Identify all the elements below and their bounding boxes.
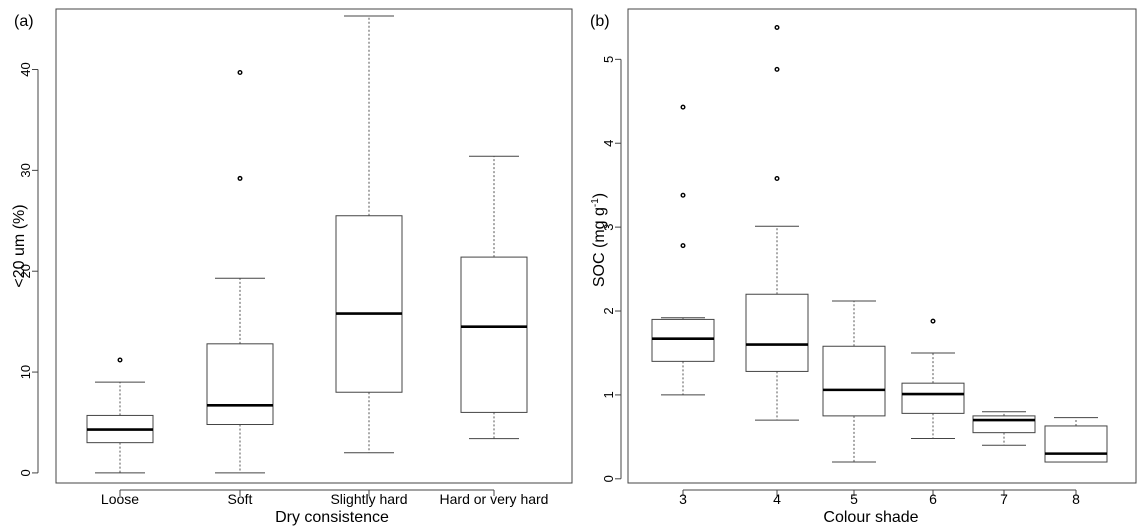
iqr-box — [972, 415, 1036, 434]
iqr-box — [651, 318, 715, 362]
panel-b-y-axis: 0 1 2 3 4 5 — [601, 56, 622, 482]
panel-b-box-2 — [822, 300, 886, 463]
outlier-point — [774, 66, 780, 72]
panel-a-y-tick-label: 0 — [18, 469, 33, 476]
outlier-point — [680, 192, 686, 198]
panel-a-y-tick-label: 30 — [18, 163, 33, 177]
panel-b-y-axis-title: SOC (mg g-1) — [590, 193, 608, 287]
outlier-point — [237, 70, 243, 76]
panel-b-x-tick-label: 4 — [773, 491, 781, 507]
panel-a-x-tick-label: Loose — [101, 491, 139, 507]
outlier-point — [930, 318, 936, 324]
outlier-point — [680, 104, 686, 110]
outlier-point — [774, 24, 780, 30]
iqr-box — [822, 345, 886, 417]
panel-a-x-tick-label: Hard or very hard — [440, 491, 549, 507]
panel-b-box-4 — [972, 411, 1036, 446]
panel-a-label: (a) — [14, 13, 34, 30]
panel-a-y-tick-label: 20 — [18, 264, 33, 278]
panel-a-y-tick-label: 40 — [18, 62, 33, 76]
panel-a-box-3 — [460, 155, 528, 440]
iqr-box — [1044, 425, 1108, 463]
panel-b-y-tick-label: 3 — [601, 224, 616, 231]
iqr-box — [745, 293, 809, 372]
iqr-box — [206, 343, 274, 426]
panel-a-y-tick-label: 10 — [18, 365, 33, 379]
panel-a-x-tick-label: Soft — [228, 491, 253, 507]
panel-b-y-axis-title-end: ) — [591, 193, 608, 198]
outlier-point — [237, 175, 243, 181]
panel-b-y-tick-label: 4 — [601, 140, 616, 147]
panel-b-x-axis-title: Colour shade — [823, 509, 918, 526]
panel-b-y-tick-label: 2 — [601, 307, 616, 314]
panel-b-y-tick-label: 1 — [601, 391, 616, 398]
panel-b-y-tick-label: 0 — [601, 475, 616, 482]
panel-b-y-axis-title-sup: -1 — [590, 198, 601, 207]
panel-b-x-axis: 3 4 5 6 7 8 — [679, 489, 1080, 507]
outlier-point — [774, 175, 780, 181]
panel-b-box-1 — [745, 24, 809, 421]
panel-a-x-axis-title: Dry consistence — [275, 509, 389, 526]
panel-a-boxes — [86, 15, 528, 474]
panel-b: (b) SOC (mg g-1) Colour shade 0 1 2 3 4 5 3 4 5… — [590, 8, 1137, 526]
panel-b-y-tick-label: 5 — [601, 56, 616, 63]
panel-a-y-axis: 0 10 20 30 40 — [18, 62, 39, 477]
panel-b-x-tick-label: 5 — [850, 491, 858, 507]
panel-b-box-5 — [1044, 417, 1108, 463]
panel-a-x-tick-label: Slightly hard — [330, 491, 407, 507]
panel-a-box-2 — [335, 15, 403, 454]
panel-b-x-tick-label: 8 — [1072, 491, 1080, 507]
iqr-box — [901, 382, 965, 414]
outlier-point — [117, 357, 123, 363]
panel-b-boxes — [651, 24, 1108, 463]
panel-b-x-tick-label: 3 — [679, 491, 687, 507]
iqr-box — [460, 256, 528, 413]
panel-a-x-axis: Loose Soft Slightly hard Hard or very hard — [101, 489, 549, 507]
panel-b-x-tick-label: 6 — [929, 491, 937, 507]
panel-b-box-0 — [651, 104, 715, 396]
panel-b-x-tick-label: 7 — [1000, 491, 1008, 507]
outlier-point — [680, 243, 686, 249]
panel-b-label: (b) — [590, 13, 610, 30]
panel-a-box-1 — [206, 70, 274, 474]
panel-b-plot-frame — [627, 8, 1137, 484]
panel-a-plot-frame — [55, 8, 573, 484]
panel-a: (a) <20 um (%) Dry consistence 0 10 20 30 40… — [11, 8, 573, 526]
panel-a-y-axis-title: <20 um (%) — [11, 204, 28, 287]
panel-b-y-axis-title-main: SOC (mg g — [591, 207, 608, 287]
panel-b-box-3 — [901, 318, 965, 440]
panel-a-box-0 — [86, 357, 154, 474]
iqr-box — [335, 215, 403, 393]
